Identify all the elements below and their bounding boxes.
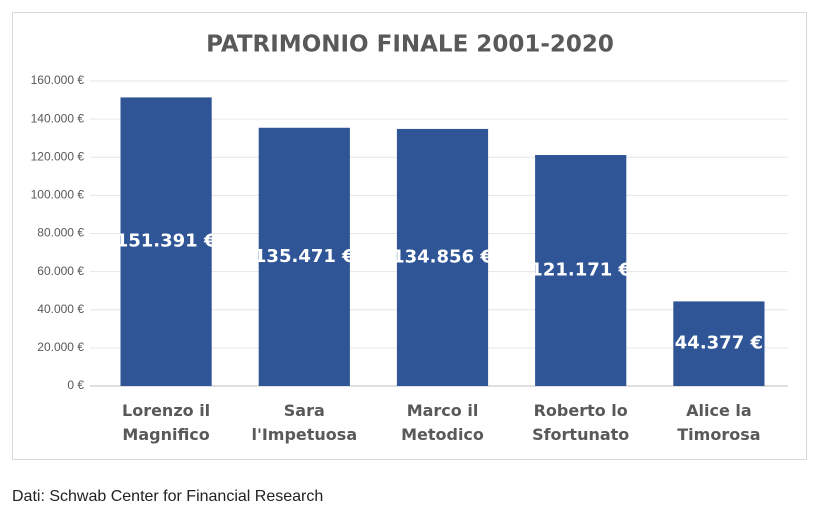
y-tick-label: 160.000 € <box>31 73 85 87</box>
y-tick-label: 100.000 € <box>31 188 85 202</box>
bar <box>396 128 489 386</box>
y-tick-label: 80.000 € <box>37 226 84 240</box>
y-tick-label: 140.000 € <box>31 111 85 125</box>
y-tick-label: 0 € <box>67 378 84 392</box>
x-tick-label: Alice la Timorosa <box>677 401 761 444</box>
value-label: 134.856 € <box>392 246 493 267</box>
y-tick-label: 20.000 € <box>37 340 84 354</box>
value-label: 44.377 € <box>675 333 763 354</box>
bar <box>535 155 627 386</box>
x-tick-label: Lorenzo il Magnifico <box>122 401 211 444</box>
x-tick-label: Marco il Metodico <box>401 401 484 444</box>
value-label: 135.471 € <box>254 246 355 267</box>
value-label: 121.171 € <box>530 260 631 281</box>
bar <box>120 97 212 387</box>
chart-title: PATRIMONIO FINALE 2001-2020 <box>206 32 614 58</box>
x-tick-label: Roberto lo Sfortunato <box>532 401 630 444</box>
bar <box>258 127 350 386</box>
value-label: 151.391 € <box>116 231 217 252</box>
y-tick-label: 120.000 € <box>31 149 85 163</box>
x-tick-label: Sara l'Impetuosa <box>251 401 358 444</box>
bar <box>673 301 765 386</box>
source: Dati: Schwab Center for Financial Resear… <box>12 488 324 505</box>
y-tick-label: 40.000 € <box>37 302 84 316</box>
y-tick-label: 60.000 € <box>37 264 84 278</box>
